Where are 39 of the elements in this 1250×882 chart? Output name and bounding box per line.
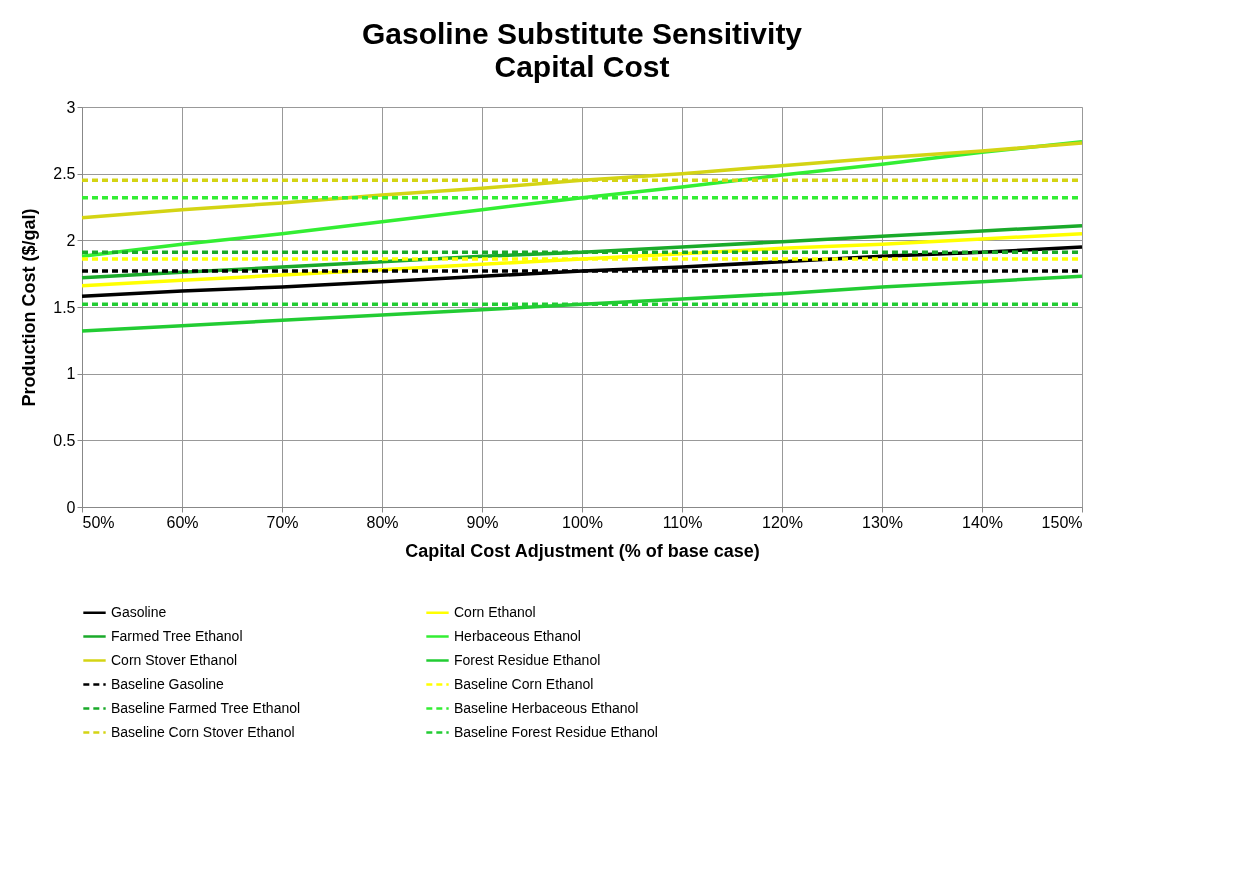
legend-label: Baseline Corn Ethanol xyxy=(454,675,594,692)
legend-label: Baseline Forest Residue Ethanol xyxy=(454,723,658,740)
legend-label: Gasoline xyxy=(111,603,167,620)
legend-label: Baseline Gasoline xyxy=(111,675,225,692)
y-tick-label: 3 xyxy=(66,98,76,116)
chart-title: Gasoline Substitute Sensitivity xyxy=(361,17,803,50)
legend-label: Herbaceous Ethanol xyxy=(454,627,581,644)
line-series xyxy=(80,223,1084,280)
y-axis-title: Production Cost ($/gal) xyxy=(19,208,40,407)
x-tick-label: 100% xyxy=(562,513,603,531)
x-tick-label: 140% xyxy=(962,513,1003,531)
legend-label: Baseline Corn Stover Ethanol xyxy=(111,723,295,740)
line-series xyxy=(80,274,1084,333)
x-tick-label: 60% xyxy=(166,513,199,531)
chart-subtitle: Capital Cost xyxy=(494,50,670,83)
x-tick-label: 110% xyxy=(662,513,703,531)
x-tick-label: 50% xyxy=(82,513,115,531)
line-series xyxy=(80,141,1084,220)
y-tick-label: 2.5 xyxy=(53,165,76,183)
x-tick-label: 70% xyxy=(266,513,299,531)
x-tick-label: 130% xyxy=(862,513,903,531)
x-tick-label: 90% xyxy=(466,513,499,531)
legend-label: Corn Stover Ethanol xyxy=(111,651,238,668)
y-tick-label: 2 xyxy=(66,231,76,249)
legend-label: Corn Ethanol xyxy=(454,603,536,620)
y-tick-label: 1.5 xyxy=(53,298,76,316)
x-tick-label: 80% xyxy=(366,513,399,531)
y-tick-label: 0 xyxy=(66,498,76,516)
y-tick-label: 1 xyxy=(66,365,76,383)
line-series xyxy=(80,245,1084,299)
legend-label: Baseline Farmed Tree Ethanol xyxy=(111,699,301,716)
legend-label: Forest Residue Ethanol xyxy=(454,651,601,668)
x-tick-label: 150% xyxy=(1041,513,1083,531)
legend-label: Farmed Tree Ethanol xyxy=(111,627,243,644)
x-axis-title: Capital Cost Adjustment (% of base case) xyxy=(405,540,760,561)
x-tick-label: 120% xyxy=(762,513,803,531)
y-tick-label: 0.5 xyxy=(53,431,76,449)
legend-label: Baseline Herbaceous Ethanol xyxy=(454,699,639,716)
line-series xyxy=(80,231,1084,288)
